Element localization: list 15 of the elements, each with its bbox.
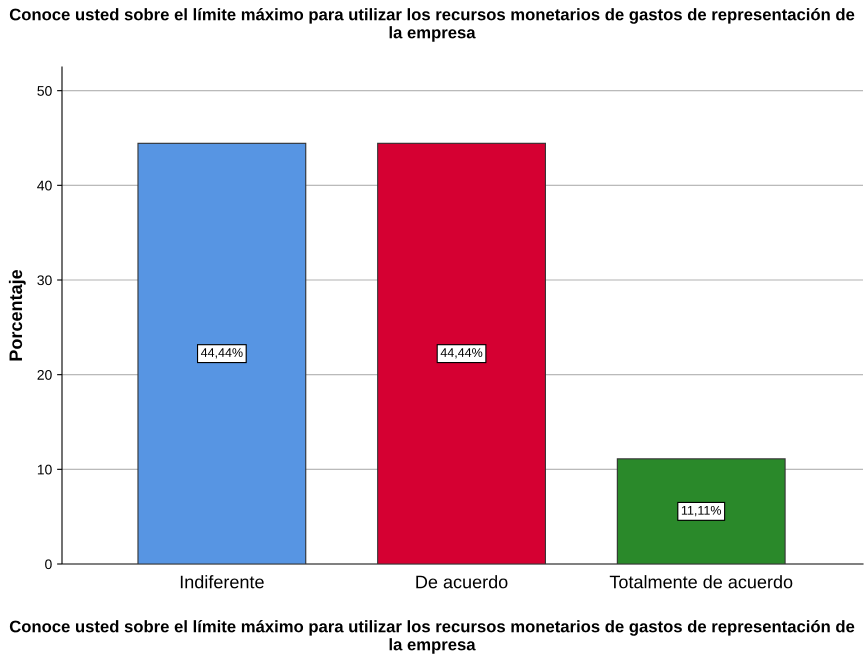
y-tick-label: 50	[37, 86, 52, 96]
y-tick-label: 0	[45, 559, 52, 570]
y-axis-title: Porcentaje	[8, 270, 26, 360]
y-tick-label: 20	[38, 370, 52, 380]
y-tick-label: 10	[38, 464, 52, 475]
x-tick-label: De acuerdo	[416, 575, 508, 588]
data-label: 11,11%	[682, 506, 722, 516]
data-label: 44,44%	[200, 348, 243, 358]
y-tick-label: 40	[37, 180, 52, 191]
x-tick-label: Indiferente	[180, 575, 264, 588]
chart-title: Conoce usted sobre el límite máximo para utilizar los recursos monetarios de gastos de representación de la empresa	[10, 8, 854, 42]
data-label: 44,44%	[440, 348, 482, 358]
y-tick-label: 30	[37, 275, 52, 286]
x-tick-label: Totalmente de acuerdo	[610, 575, 792, 588]
x-axis-title: Conoce usted sobre el límite máximo para utilizar los recursos monetarios de gastos de representación de la empresa	[10, 620, 854, 654]
